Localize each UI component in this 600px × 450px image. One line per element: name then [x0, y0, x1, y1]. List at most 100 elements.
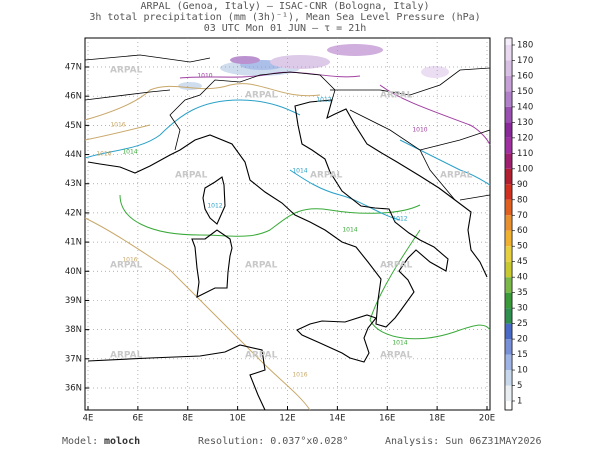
colorbar-swatch — [505, 370, 512, 386]
watermark: ARPAL — [380, 91, 413, 101]
precipitation — [178, 44, 449, 90]
y-tick-label: 45N — [65, 121, 82, 131]
isobar-label: 1016 — [110, 122, 125, 129]
colorbar-swatch — [505, 137, 512, 154]
colorbar-swatch — [505, 308, 512, 324]
colorbar-label: 25 — [517, 319, 528, 329]
map-area: 1016 1010 1016 1014 1012 1014 1012 1012 1010 1016… — [84, 37, 491, 411]
footer-analysis: Analysis: Sun 06Z31MAY2026 — [385, 436, 542, 447]
colorbar-label: 1 — [517, 397, 522, 407]
colorbar-swatch — [505, 60, 512, 76]
y-tick-label: 39N — [65, 296, 82, 306]
map-frame — [84, 37, 491, 411]
colorbar-label: 40 — [517, 273, 528, 283]
colorbar-swatch — [505, 122, 512, 138]
colorbar-label: 90 — [517, 180, 528, 190]
watermark: ARPAL — [380, 351, 413, 361]
isobar-label: 1012 — [316, 97, 331, 104]
colorbar-swatch — [505, 75, 512, 92]
y-tick-label: 36N — [65, 384, 82, 394]
colorbar-label: 150 — [517, 87, 533, 97]
colorbar-swatch — [505, 153, 512, 169]
colorbar-label: 180 — [517, 41, 533, 51]
colorbar-swatch — [505, 168, 512, 185]
africa-coast — [87, 344, 266, 411]
colorbar-label: 70 — [517, 211, 528, 221]
colorbar-label: 50 — [517, 242, 528, 252]
colorbar-label: 160 — [517, 71, 533, 81]
colorbar-label: 30 — [517, 304, 528, 314]
colorbar-label: 35 — [517, 288, 528, 298]
colorbar: 1510152025303540455060708090100110120130… — [504, 37, 533, 411]
colorbar-label: 10 — [517, 366, 528, 376]
colorbar-swatch — [505, 277, 512, 293]
colorbar-swatch — [505, 91, 512, 107]
colorbar-swatch — [505, 354, 512, 371]
colorbar-swatch — [505, 199, 512, 216]
y-tick-label: 37N — [65, 354, 82, 364]
watermark: ARPAL — [440, 171, 473, 181]
isobar-label: 1010 — [197, 73, 212, 80]
watermark: ARPAL — [110, 66, 143, 76]
colorbar-swatch — [505, 323, 512, 340]
sardinia — [191, 229, 233, 298]
isobar-label: 1012 — [392, 216, 407, 223]
borders — [84, 54, 491, 201]
isobar-label: 1014 — [292, 168, 307, 175]
colorbar-swatch — [505, 230, 512, 247]
y-tick-label: 42N — [65, 208, 82, 218]
isobar-label: 1016 — [292, 372, 307, 379]
x-tick-label: 14E — [329, 414, 345, 424]
colorbar-swatch — [505, 184, 512, 200]
x-tick-label: 10E — [230, 414, 246, 424]
watermark: ARPAL — [175, 171, 208, 181]
colorbar-label: 15 — [517, 350, 528, 360]
y-tick-label: 38N — [65, 325, 82, 335]
y-tick-label: 43N — [65, 179, 82, 189]
colorbar-swatch — [505, 45, 512, 61]
colorbar-label: 110 — [517, 149, 533, 159]
watermark: ARPAL — [245, 91, 278, 101]
footer-model: moloch — [104, 436, 140, 447]
colorbar-swatch — [505, 246, 512, 262]
colorbar-label: 170 — [517, 56, 533, 66]
coastline — [87, 99, 488, 328]
x-tick-label: 20E — [479, 414, 495, 424]
colorbar-label: 60 — [517, 226, 528, 236]
colorbar-label: 120 — [517, 133, 533, 143]
watermark: ARPAL — [110, 351, 143, 361]
watermark: ARPAL — [110, 261, 143, 271]
y-tick-label: 44N — [65, 150, 82, 160]
header-line: ARPAL (Genoa, Italy) – ISAC-CNR (Bologna… — [141, 1, 430, 12]
colorbar-label: 140 — [517, 102, 533, 112]
y-tick-label: 40N — [65, 267, 82, 277]
watermark: ARPAL — [245, 351, 278, 361]
isobar-label: 1010 — [412, 127, 427, 134]
colorbar-label: 5 — [517, 381, 522, 391]
colorbar-swatch — [505, 38, 512, 45]
colorbar-label: 80 — [517, 195, 528, 205]
x-tick-label: 12E — [279, 414, 295, 424]
colorbar-swatch — [505, 261, 512, 278]
isobar-label: 1014 — [342, 227, 357, 234]
colorbar-swatch — [505, 339, 512, 355]
y-tick-label: 47N — [65, 63, 82, 73]
colorbar-label: 130 — [517, 118, 533, 128]
isobar-label: 1016 — [96, 151, 111, 158]
colorbar-frame — [504, 37, 513, 411]
isobar-label: 1014 — [122, 149, 137, 156]
colorbar-label: 45 — [517, 257, 528, 267]
sicily — [296, 314, 377, 363]
colorbar-label: 20 — [517, 335, 528, 345]
x-tick-label: 18E — [429, 414, 445, 424]
x-tick-label: 8E — [182, 414, 193, 424]
footer-model-label: Model: — [62, 436, 98, 447]
header-line: 3h total precipitation (mm (3h)⁻¹), Mean… — [89, 12, 480, 23]
y-tick-label: 46N — [65, 92, 82, 102]
x-tick-label: 6E — [132, 414, 143, 424]
colorbar-label: 100 — [517, 164, 533, 174]
watermark: ARPAL — [245, 261, 278, 271]
colorbar-swatch — [505, 385, 512, 401]
isobar-label: 1012 — [207, 203, 222, 210]
